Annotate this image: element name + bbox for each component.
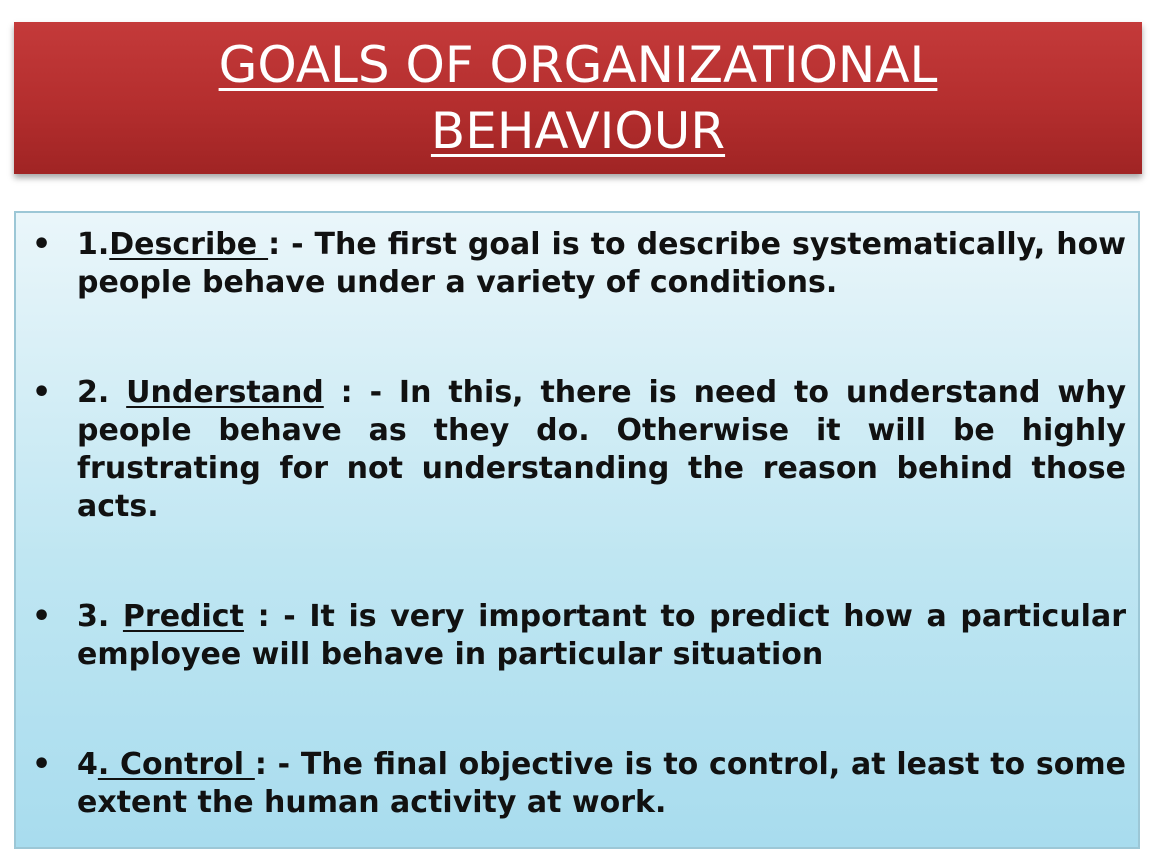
goal-item-predict: • 3. Predict : - It is very important to… [32, 598, 1126, 674]
bullet-icon: • [32, 375, 52, 410]
goal-item-understand: • 2. Understand : - In this, there is ne… [32, 374, 1126, 526]
goal-separator: : - [243, 599, 310, 634]
goal-term: Describe [109, 227, 269, 262]
bullet-icon: • [32, 747, 52, 782]
goal-separator: : - [323, 375, 399, 410]
goal-description: In this, there is need to understand why… [77, 375, 1126, 524]
goal-number: 1. [77, 227, 110, 262]
goal-item-control: • 4. Control : - The final objective is … [32, 746, 1126, 822]
bullet-icon: • [32, 599, 52, 634]
goal-number: 4 [77, 747, 98, 782]
slide-title-line-1: GOALS OF ORGANIZATIONAL [218, 36, 938, 94]
goal-item-describe: • 1.Describe : - The first goal is to de… [32, 226, 1126, 302]
goals-list: • 1.Describe : - The first goal is to de… [32, 226, 1126, 822]
slide-title-line-2: BEHAVIOUR [430, 102, 726, 160]
goal-description: The final objective is to control, at le… [77, 747, 1126, 820]
goal-term: . Control [97, 747, 255, 782]
goal-separator: : - [254, 747, 301, 782]
goal-number: 2. [77, 375, 127, 410]
goal-term: Understand [126, 375, 324, 410]
content-box: • 1.Describe : - The first goal is to de… [14, 211, 1140, 849]
bullet-icon: • [32, 227, 52, 262]
goal-number: 3. [77, 599, 123, 634]
goal-description: The first goal is to describe systematic… [77, 227, 1126, 300]
goal-separator: : - [268, 227, 315, 262]
goal-description: It is very important to predict how a pa… [77, 599, 1127, 672]
title-banner: GOALS OF ORGANIZATIONAL BEHAVIOUR [14, 22, 1142, 174]
goal-term: Predict [122, 599, 244, 634]
